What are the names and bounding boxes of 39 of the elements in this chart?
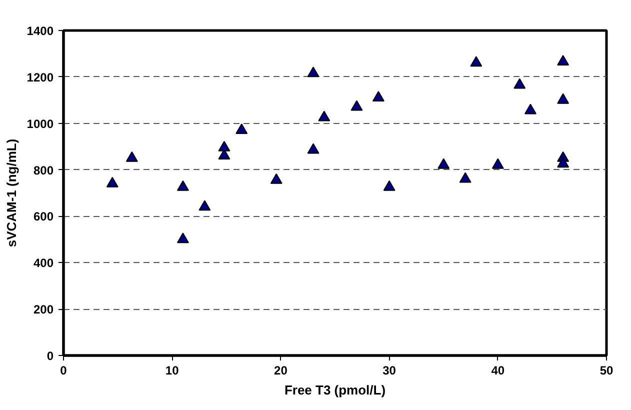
point [492,158,504,169]
point [176,180,189,191]
point [383,180,396,191]
y-axis-title: sVCAM-1 (ng/mL) [4,138,19,248]
y-tick-label: 600 [33,210,54,224]
point [557,93,570,104]
y-tick-label: 1400 [26,24,54,38]
y-tick-label: 200 [33,302,54,317]
point [307,66,320,78]
point [106,176,118,188]
point [557,157,570,168]
point [470,56,482,67]
x-tick-label: 30 [382,364,396,378]
point [126,151,138,162]
x-axis-title: Free T3 (pmol/L) [284,382,386,398]
point [514,78,526,89]
point [270,173,282,184]
y-tick-label: 400 [33,256,54,270]
x-tick-label: 40 [491,364,505,378]
x-tick-label: 0 [60,364,68,378]
y-tick-label: 1000 [26,116,54,131]
x-tick-label: 10 [165,364,180,378]
y-tick-label: 1200 [26,70,54,84]
point [236,123,248,134]
x-tick-label: 20 [274,364,288,378]
point [307,143,320,154]
y-tick-label: 0 [46,349,54,363]
point [438,158,450,169]
point [459,172,472,183]
point [372,90,384,102]
point [318,110,330,122]
point [176,232,189,244]
y-tick-label: 800 [33,163,54,178]
x-tick-label: 50 [600,364,614,378]
point [524,104,536,114]
point [198,200,211,211]
point [350,100,363,111]
point [557,54,570,66]
point [218,140,230,152]
